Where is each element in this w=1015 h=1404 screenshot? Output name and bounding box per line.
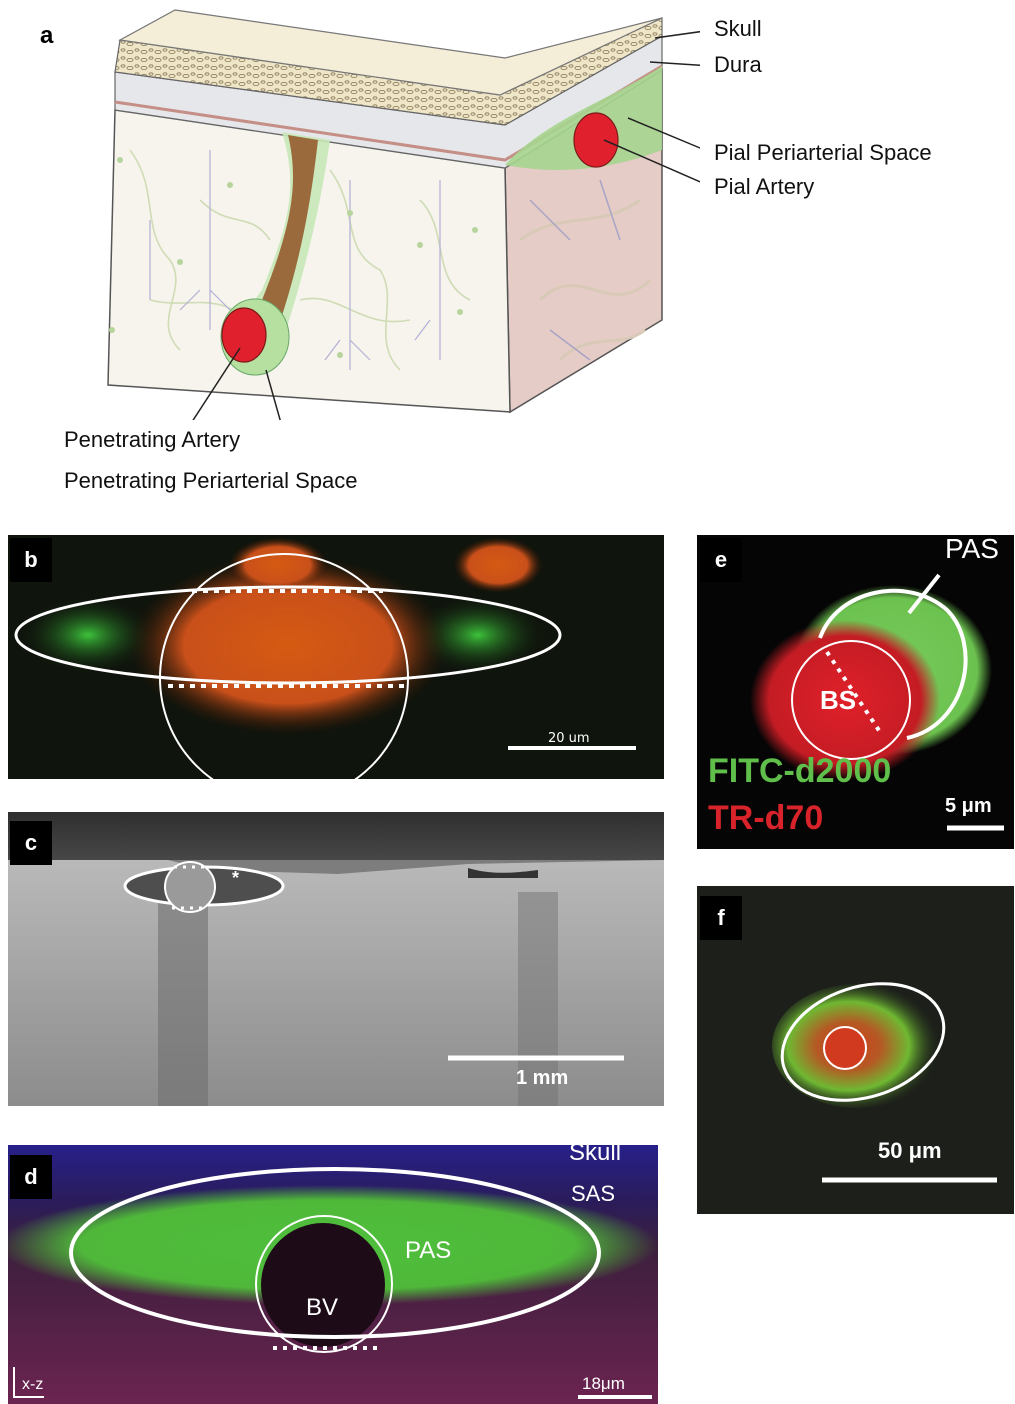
brain-anatomy-illustration	[107, 9, 700, 420]
panel-b-letter: b	[10, 538, 52, 582]
label-pial-artery: Pial Artery	[714, 174, 815, 199]
label-penetrating-artery: Penetrating Artery	[64, 427, 241, 452]
panel-a-letter: a	[40, 22, 54, 49]
panel-e-scale-label: 5 μm	[945, 795, 992, 817]
panel-f-scale-label: 50 μm	[878, 1138, 942, 1163]
panel-e-legend-fitc: FITC-d2000	[708, 752, 892, 790]
panel-d-letter: d	[10, 1155, 52, 1199]
panel-e-image	[697, 535, 1014, 849]
panel-e-label-pas: PAS	[945, 533, 999, 564]
label-penetrating-periarterial-space: Penetrating Periarterial Space	[64, 468, 358, 493]
panel-e-letter: e	[700, 538, 742, 582]
panel-f-image	[697, 886, 1014, 1214]
panel-d-label-sas: SAS	[571, 1181, 616, 1206]
label-skull: Skull	[714, 16, 762, 41]
label-dura: Dura	[714, 52, 762, 77]
panel-c-scale-label: 1 mm	[516, 1067, 569, 1089]
panel-d-image	[8, 1145, 658, 1404]
panel-f-letter: f	[700, 896, 742, 940]
panel-c-letter: c	[10, 821, 52, 865]
panel-c-image	[8, 812, 664, 1106]
panel-d-label-pas: PAS	[405, 1237, 452, 1264]
panel-d-label-skull: Skull	[569, 1139, 622, 1166]
panel-b-image	[8, 535, 664, 779]
label-pial-periarterial-space: Pial Periarterial Space	[714, 140, 932, 165]
panel-b-scale-label: 20 um	[548, 731, 590, 746]
panel-d-axis-label: x-z	[22, 1376, 44, 1393]
panel-e-legend-tr: TR-d70	[708, 799, 824, 837]
panel-d-label-bv: BV	[306, 1294, 339, 1321]
panel-d-scale-label: 18μm	[582, 1374, 625, 1393]
panel-c-asterisk: *	[232, 868, 240, 888]
panel-e-label-bs: BS	[820, 685, 857, 715]
